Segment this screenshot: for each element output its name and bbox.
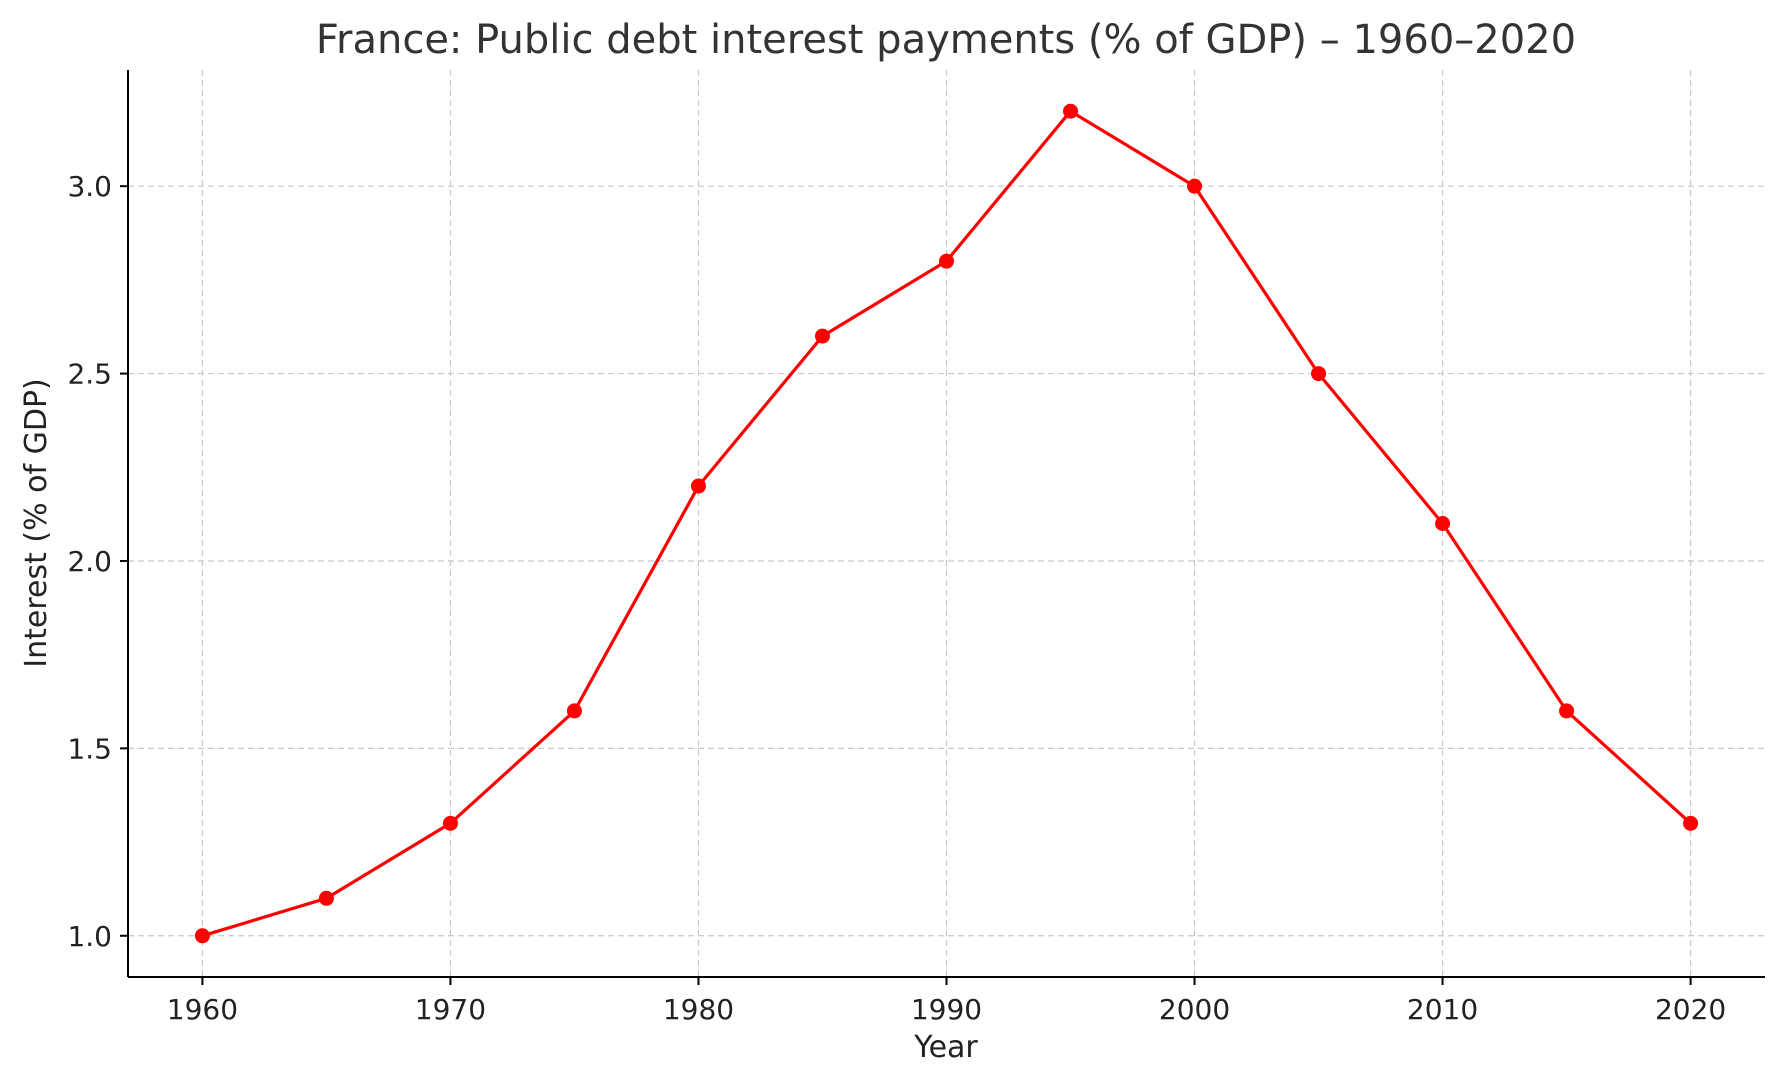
y-tick-label: 1.5 (67, 732, 112, 765)
data-point (1559, 703, 1575, 719)
y-tick-label: 3.0 (67, 170, 112, 203)
x-tick-label: 2010 (1407, 993, 1478, 1026)
chart-title: France: Public debt interest payments (%… (316, 17, 1576, 63)
y-tick-label: 2.5 (67, 358, 112, 391)
data-series (194, 103, 1699, 944)
data-point (690, 478, 706, 494)
x-tick-label: 2020 (1655, 993, 1726, 1026)
data-point (1311, 366, 1327, 382)
x-tick-label: 1980 (663, 993, 734, 1026)
y-tick-label: 1.0 (67, 920, 112, 953)
y-tick-label: 2.0 (67, 545, 112, 578)
x-tick-label: 1960 (167, 993, 238, 1026)
x-tick-label: 2000 (1159, 993, 1230, 1026)
data-point (566, 703, 582, 719)
data-point (442, 815, 458, 831)
grid-lines (128, 70, 1765, 977)
y-axis-label: Interest (% of GDP) (19, 378, 54, 667)
data-point (1435, 516, 1451, 531)
y-ticks: 1.0 1.5 2.0 2.5 3.0 (67, 170, 128, 953)
x-ticks: 1960 1970 1980 1990 2000 2010 2020 (167, 977, 1726, 1026)
data-point (318, 890, 334, 906)
x-tick-label: 1990 (911, 993, 982, 1026)
x-tick-label: 1970 (415, 993, 486, 1026)
data-point (1187, 178, 1203, 194)
data-point (939, 253, 954, 269)
data-point (1683, 815, 1699, 831)
x-axis-label: Year (913, 1030, 978, 1065)
data-point (814, 328, 830, 344)
data-point (194, 928, 210, 944)
data-point (1063, 103, 1079, 119)
